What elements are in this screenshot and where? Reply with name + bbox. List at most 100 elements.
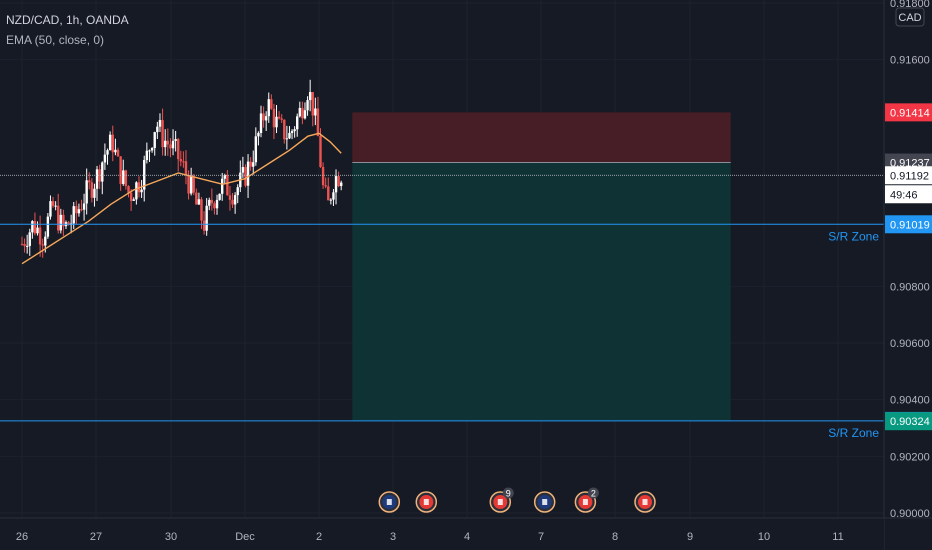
candle-body <box>145 150 149 161</box>
candle-body <box>57 205 60 231</box>
candle-body <box>122 170 125 184</box>
candle-body <box>327 186 330 201</box>
price-axis[interactable]: 0.91800 0.91600 0.90800 0.90600 0.90400 0.902… <box>883 0 932 550</box>
candle-body <box>67 222 70 226</box>
candle-body <box>316 108 320 137</box>
candle-body <box>303 110 307 119</box>
time-tick-label: 26 <box>16 531 28 543</box>
candle-body <box>280 118 283 120</box>
candle-body <box>285 138 289 140</box>
candle-body <box>80 209 83 211</box>
candle-body <box>171 140 175 149</box>
sr-zone-label: S/R Zone <box>828 426 879 440</box>
candle-body <box>288 132 291 139</box>
price-label-bg <box>885 103 932 122</box>
time-tick-label: 9 <box>687 531 693 543</box>
candle-body <box>334 176 338 193</box>
candle-body <box>135 182 138 200</box>
candle-body <box>249 161 252 167</box>
candle-body <box>252 162 255 167</box>
symbol-legend[interactable]: NZD/CAD, 1h, OANDA <box>6 13 129 27</box>
candle-body <box>228 195 232 200</box>
candle-body <box>184 161 188 176</box>
flag-emblem-icon <box>542 499 548 505</box>
candle-body <box>257 132 260 137</box>
candle-body <box>46 216 50 237</box>
candle-body <box>324 185 327 187</box>
candle-body <box>103 154 107 163</box>
event-count-badge <box>502 487 514 499</box>
price-label: 0.91414 <box>890 107 930 119</box>
price-axis-bg <box>884 0 932 550</box>
candle-body <box>189 176 193 194</box>
candle-body <box>244 167 247 186</box>
candle-body <box>236 187 239 196</box>
position-zones[interactable] <box>352 112 731 422</box>
candle-body <box>54 205 57 207</box>
candle-body <box>95 169 99 189</box>
ema-series <box>21 132 342 265</box>
price-tick-label: 0.90000 <box>890 508 930 520</box>
candle-body <box>156 126 159 133</box>
candle-body <box>340 182 343 187</box>
candle-body <box>308 92 312 101</box>
candle-body <box>148 150 151 152</box>
candle-body <box>231 199 234 205</box>
candle-body <box>153 132 156 148</box>
time-axis-bg <box>0 518 884 550</box>
candle-body <box>158 120 162 127</box>
candle-body <box>182 161 185 163</box>
currency-badge[interactable] <box>895 7 925 27</box>
candle-body <box>275 116 278 128</box>
candle-body <box>220 178 224 194</box>
candle-body <box>259 113 263 133</box>
candle-body <box>210 199 214 204</box>
candle-body <box>213 203 216 209</box>
candle-body <box>93 188 96 198</box>
take-profit-zone[interactable] <box>352 162 731 422</box>
candle-body <box>38 227 42 245</box>
candle-body <box>82 203 86 210</box>
candle-body <box>264 116 268 121</box>
time-tick-label: Dec <box>235 531 255 543</box>
candle-body <box>215 199 219 209</box>
candle-body <box>290 131 294 133</box>
candle-body <box>233 195 237 205</box>
candle-body <box>337 176 340 187</box>
candle-body <box>59 214 63 231</box>
time-tick-label: 27 <box>90 531 102 543</box>
candle-body <box>272 108 276 128</box>
candle-body <box>205 205 208 231</box>
flag-emblem-icon <box>386 499 392 505</box>
price-lines: S/R Zone S/R Zone <box>0 174 884 440</box>
candle-body <box>218 193 221 200</box>
candle-body <box>62 214 65 227</box>
candle-body <box>187 175 190 194</box>
time-tick-label: 7 <box>538 531 544 543</box>
candle-body <box>85 180 88 204</box>
flag-emblem-icon <box>497 499 503 505</box>
candle-body <box>31 221 34 233</box>
candle-body <box>20 243 24 245</box>
price-label-bg <box>885 412 932 431</box>
price-tick-label: 0.90200 <box>890 451 930 463</box>
stop-loss-zone[interactable] <box>352 112 731 163</box>
candle-body <box>140 189 143 193</box>
candle-body <box>277 116 281 119</box>
time-tick-label: 8 <box>612 531 618 543</box>
candle-body <box>283 119 286 140</box>
candle-body <box>124 170 128 187</box>
price-label-bg <box>885 185 932 204</box>
candle-body <box>36 227 39 234</box>
candle-body <box>202 220 206 231</box>
price-label: 0.90324 <box>890 416 930 428</box>
price-label-bg <box>885 166 932 185</box>
candle-body <box>88 180 91 183</box>
time-axis[interactable]: 26 27 30 Dec 2 3 4 7 8 9 10 11 <box>0 517 932 550</box>
indicator-legend[interactable]: EMA (50, close, 0) <box>6 33 105 47</box>
candle-body <box>314 108 317 116</box>
candle-body <box>267 99 270 117</box>
time-tick-label: 10 <box>758 531 770 543</box>
candle-body <box>106 150 109 155</box>
